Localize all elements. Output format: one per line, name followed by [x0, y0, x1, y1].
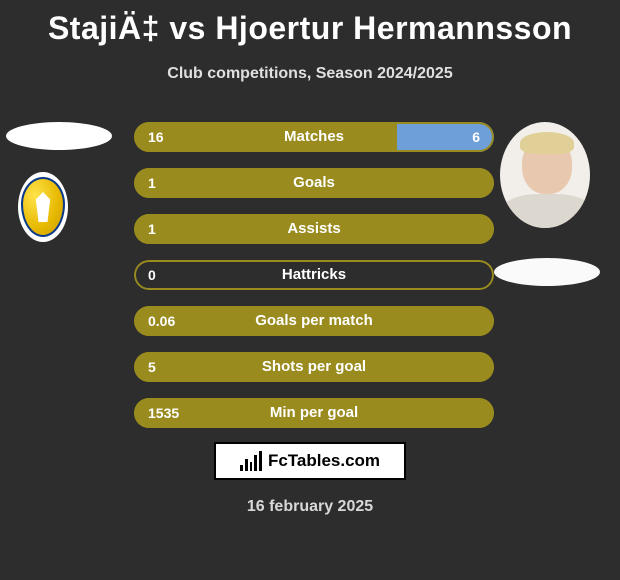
stat-label: Min per goal: [134, 398, 494, 428]
footer-date: 16 february 2025: [0, 498, 620, 516]
fctables-logo: FcTables.com: [214, 442, 406, 480]
stat-row: 0.06Goals per match: [134, 306, 494, 336]
bars-icon: [240, 451, 262, 471]
right-player-photo: [500, 122, 590, 228]
stat-label: Goals: [134, 168, 494, 198]
page-title: StajiÄ‡ vs Hjoertur Hermannsson: [0, 0, 620, 47]
page-subtitle: Club competitions, Season 2024/2025: [0, 65, 620, 83]
stat-label: Shots per goal: [134, 352, 494, 382]
right-player-placeholder-oval: [494, 258, 600, 286]
stat-label: Assists: [134, 214, 494, 244]
left-player-placeholder-oval: [6, 122, 112, 150]
stat-row: 1535Min per goal: [134, 398, 494, 428]
stat-row: 1Goals: [134, 168, 494, 198]
stat-row: 166Matches: [134, 122, 494, 152]
footer-brand-text: FcTables.com: [268, 451, 380, 471]
club-shield-icon: [21, 177, 65, 237]
stat-label: Matches: [134, 122, 494, 152]
stat-label: Goals per match: [134, 306, 494, 336]
stat-row: 1Assists: [134, 214, 494, 244]
stat-row: 5Shots per goal: [134, 352, 494, 382]
left-club-badge: [18, 172, 68, 242]
stat-bars-container: 166Matches 1Goals 1Assists 0Hattricks 0.06Go…: [134, 122, 494, 444]
stat-label: Hattricks: [134, 260, 494, 290]
stat-row: 0Hattricks: [134, 260, 494, 290]
